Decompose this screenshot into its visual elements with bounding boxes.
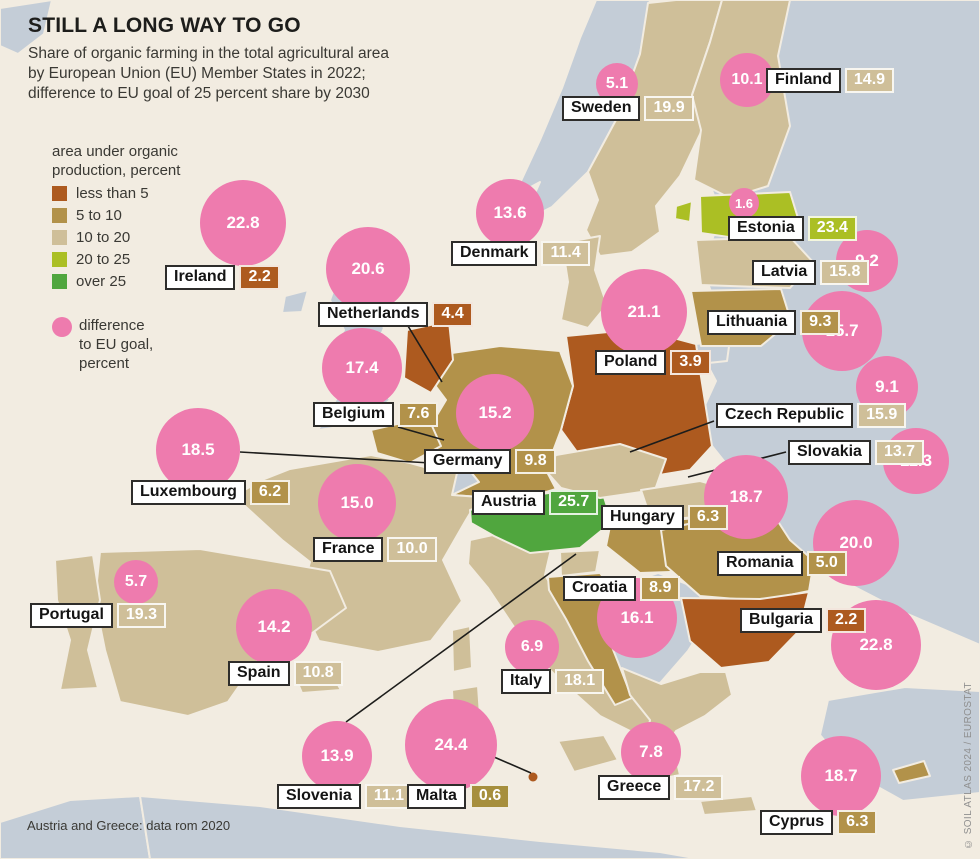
legend-swatch-c5_10 (52, 208, 67, 223)
country-shape-sardinia (451, 685, 483, 748)
legend-swatch-c20_25 (52, 252, 67, 267)
legend-label-c10_20: 10 to 20 (76, 229, 131, 246)
leader-line-netherlands (407, 325, 443, 383)
country-shape-belgium (370, 416, 442, 464)
country-shape-malta (528, 772, 538, 782)
legend-difference: difference to EU goal, percent (52, 316, 262, 373)
country-shape-united-kingdom (317, 249, 391, 431)
legend-difference-label: difference to EU goal, percent (79, 317, 154, 372)
header: STILL A LONG WAY TO GO Share of organic … (28, 14, 428, 104)
footnote: Austria and Greece: data rom 2020 (27, 818, 231, 833)
country-shape-turkey (819, 686, 980, 802)
copyright-credit: © SOIL ATLAS 2024 / EUROSTAT (963, 682, 974, 849)
legend-label-lt5: less than 5 (76, 185, 149, 202)
legend-item-lt5: less than 5 (52, 185, 262, 202)
legend-swatch-gt25 (52, 274, 67, 289)
legend-item-gt25: over 25 (52, 273, 262, 290)
country-shape-peloponnese (639, 748, 681, 782)
country-shape-cyprus (892, 760, 931, 784)
legend: area under organic production, percent l… (52, 142, 262, 373)
leader-line-belgium (397, 426, 445, 441)
legend-item-c10_20: 10 to 20 (52, 229, 262, 246)
country-shape-iceland-fragment (0, 0, 53, 55)
page-title: STILL A LONG WAY TO GO (28, 14, 301, 37)
legend-title: area under organic production, percent (52, 143, 181, 179)
leader-line-czech (629, 420, 715, 453)
country-shape-corsica (451, 625, 473, 673)
difference-circle-swatch (52, 317, 72, 337)
country-shape-estonia-isles (674, 200, 693, 223)
country-shape-bulgaria (680, 591, 810, 669)
legend-label-c5_10: 5 to 10 (76, 207, 122, 224)
legend-swatch-c10_20 (52, 230, 67, 245)
country-shape-luxembourg (438, 450, 460, 474)
country-shape-algeria-tunisia (139, 795, 701, 859)
country-shape-latvia (695, 236, 814, 289)
country-shape-denmark-isles (611, 300, 644, 332)
country-shape-sicily (557, 734, 619, 773)
leader-line-luxembourg (239, 451, 449, 465)
legend-swatch-lt5 (52, 186, 67, 201)
legend-label-gt25: over 25 (76, 273, 127, 290)
country-shape-crete (699, 795, 758, 816)
legend-item-c5_10: 5 to 10 (52, 207, 262, 224)
legend-label-c20_25: 20 to 25 (76, 251, 131, 268)
country-shape-balearics (295, 670, 342, 694)
country-shape-portugal (54, 554, 101, 691)
legend-item-c20_25: 20 to 25 (52, 251, 262, 268)
country-shape-slovenia (559, 549, 601, 577)
leader-line-malta (493, 756, 532, 774)
leader-line-slovenia (345, 553, 577, 723)
page-subtitle: Share of organic farming in the total ag… (28, 45, 390, 102)
country-shape-northern-ireland (281, 289, 309, 314)
legend-categories: less than 5 5 to 10 10 to 20 20 to 25 over 2… (52, 185, 262, 290)
